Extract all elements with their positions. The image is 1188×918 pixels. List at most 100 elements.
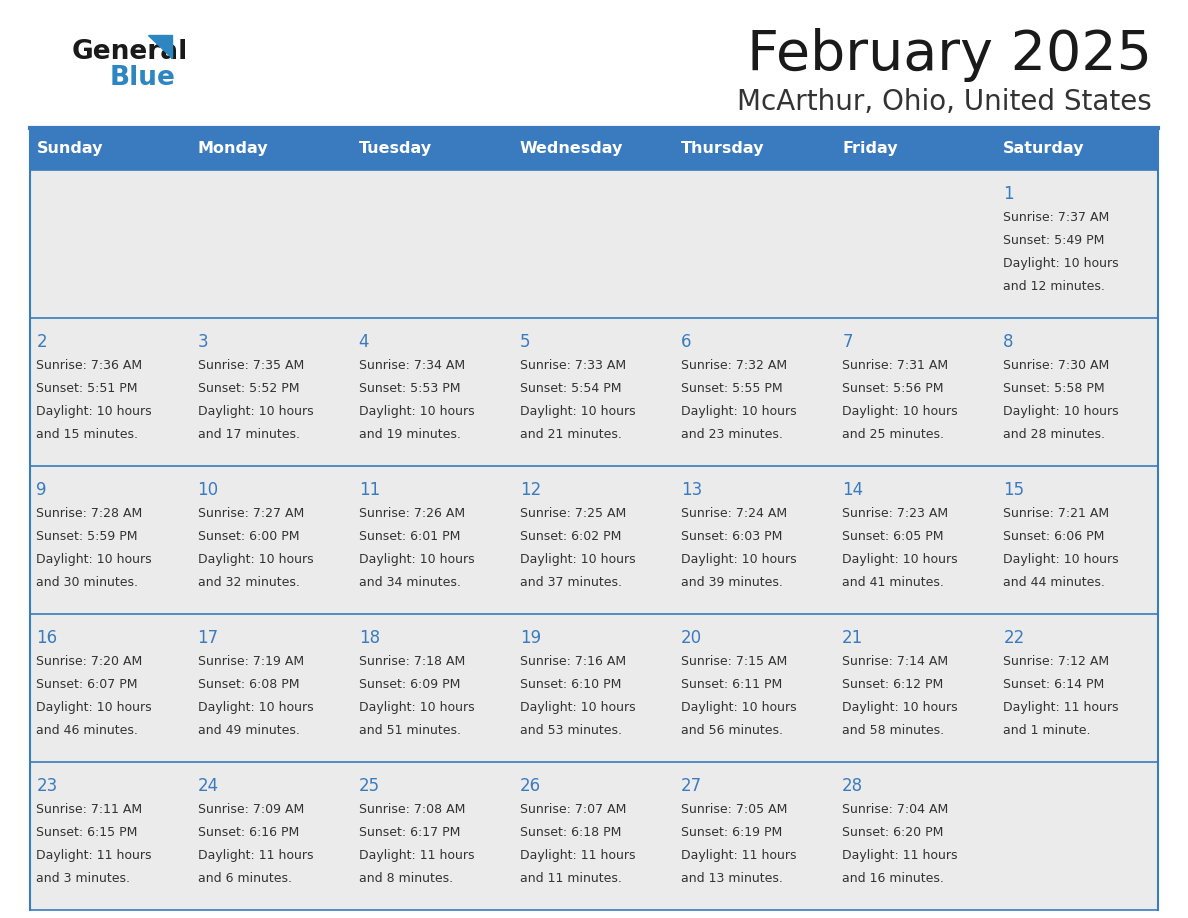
Text: and 49 minutes.: and 49 minutes. bbox=[197, 724, 299, 737]
Text: 21: 21 bbox=[842, 629, 864, 647]
Text: Sunset: 6:03 PM: Sunset: 6:03 PM bbox=[681, 531, 783, 543]
Bar bbox=[997, 762, 1158, 910]
Text: and 13 minutes.: and 13 minutes. bbox=[681, 872, 783, 885]
Text: Sunrise: 7:20 AM: Sunrise: 7:20 AM bbox=[37, 655, 143, 668]
Text: Daylight: 10 hours: Daylight: 10 hours bbox=[197, 554, 314, 566]
Text: McArthur, Ohio, United States: McArthur, Ohio, United States bbox=[738, 88, 1152, 116]
Text: Sunrise: 7:30 AM: Sunrise: 7:30 AM bbox=[1004, 360, 1110, 373]
Text: Sunset: 5:58 PM: Sunset: 5:58 PM bbox=[1004, 383, 1105, 396]
Bar bbox=[191, 318, 353, 466]
Text: Daylight: 11 hours: Daylight: 11 hours bbox=[37, 849, 152, 862]
Text: Daylight: 10 hours: Daylight: 10 hours bbox=[842, 701, 958, 714]
Text: 23: 23 bbox=[37, 777, 58, 795]
Text: and 51 minutes.: and 51 minutes. bbox=[359, 724, 461, 737]
Bar bbox=[675, 762, 835, 910]
Text: 19: 19 bbox=[520, 629, 541, 647]
Text: 17: 17 bbox=[197, 629, 219, 647]
Text: Sunrise: 7:18 AM: Sunrise: 7:18 AM bbox=[359, 655, 465, 668]
Text: Sunrise: 7:16 AM: Sunrise: 7:16 AM bbox=[520, 655, 626, 668]
Text: Sunset: 5:51 PM: Sunset: 5:51 PM bbox=[37, 383, 138, 396]
Text: and 58 minutes.: and 58 minutes. bbox=[842, 724, 944, 737]
Bar bbox=[191, 614, 353, 762]
Text: Sunset: 6:15 PM: Sunset: 6:15 PM bbox=[37, 826, 138, 839]
Text: Daylight: 10 hours: Daylight: 10 hours bbox=[359, 554, 474, 566]
Text: Daylight: 10 hours: Daylight: 10 hours bbox=[681, 406, 797, 419]
Bar bbox=[191, 466, 353, 614]
Bar bbox=[835, 614, 997, 762]
Text: and 21 minutes.: and 21 minutes. bbox=[520, 429, 621, 442]
Text: Daylight: 10 hours: Daylight: 10 hours bbox=[359, 701, 474, 714]
Text: 10: 10 bbox=[197, 481, 219, 498]
Text: 22: 22 bbox=[1004, 629, 1024, 647]
Text: 28: 28 bbox=[842, 777, 864, 795]
Text: 8: 8 bbox=[1004, 333, 1013, 351]
Text: and 8 minutes.: and 8 minutes. bbox=[359, 872, 453, 885]
Bar bbox=[353, 614, 513, 762]
Text: Daylight: 10 hours: Daylight: 10 hours bbox=[520, 406, 636, 419]
Text: and 46 minutes.: and 46 minutes. bbox=[37, 724, 138, 737]
Text: Sunset: 6:02 PM: Sunset: 6:02 PM bbox=[520, 531, 621, 543]
Text: Sunrise: 7:26 AM: Sunrise: 7:26 AM bbox=[359, 508, 465, 521]
Text: Daylight: 11 hours: Daylight: 11 hours bbox=[1004, 701, 1119, 714]
Text: and 39 minutes.: and 39 minutes. bbox=[681, 577, 783, 589]
Text: Sunrise: 7:19 AM: Sunrise: 7:19 AM bbox=[197, 655, 304, 668]
Text: Sunrise: 7:35 AM: Sunrise: 7:35 AM bbox=[197, 360, 304, 373]
Text: Sunrise: 7:33 AM: Sunrise: 7:33 AM bbox=[520, 360, 626, 373]
Text: Daylight: 10 hours: Daylight: 10 hours bbox=[842, 406, 958, 419]
Text: Sunrise: 7:09 AM: Sunrise: 7:09 AM bbox=[197, 803, 304, 816]
Text: Sunset: 6:19 PM: Sunset: 6:19 PM bbox=[681, 826, 782, 839]
Text: Sunrise: 7:07 AM: Sunrise: 7:07 AM bbox=[520, 803, 626, 816]
Text: Sunrise: 7:23 AM: Sunrise: 7:23 AM bbox=[842, 508, 948, 521]
Bar bbox=[513, 762, 675, 910]
Text: Sunrise: 7:21 AM: Sunrise: 7:21 AM bbox=[1004, 508, 1110, 521]
Text: Sunset: 5:59 PM: Sunset: 5:59 PM bbox=[37, 531, 138, 543]
Bar bbox=[675, 614, 835, 762]
Text: Daylight: 10 hours: Daylight: 10 hours bbox=[359, 406, 474, 419]
Text: Sunset: 6:06 PM: Sunset: 6:06 PM bbox=[1004, 531, 1105, 543]
Text: Daylight: 11 hours: Daylight: 11 hours bbox=[520, 849, 636, 862]
Text: Sunrise: 7:36 AM: Sunrise: 7:36 AM bbox=[37, 360, 143, 373]
Text: Friday: Friday bbox=[842, 141, 898, 156]
Text: Sunset: 6:18 PM: Sunset: 6:18 PM bbox=[520, 826, 621, 839]
Text: and 44 minutes.: and 44 minutes. bbox=[1004, 577, 1105, 589]
Text: Daylight: 10 hours: Daylight: 10 hours bbox=[842, 554, 958, 566]
Text: Daylight: 10 hours: Daylight: 10 hours bbox=[1004, 554, 1119, 566]
Text: Monday: Monday bbox=[197, 141, 268, 156]
Text: Sunrise: 7:24 AM: Sunrise: 7:24 AM bbox=[681, 508, 788, 521]
Bar bbox=[353, 170, 513, 318]
Text: Sunset: 6:14 PM: Sunset: 6:14 PM bbox=[1004, 678, 1105, 691]
Text: 12: 12 bbox=[520, 481, 541, 498]
Bar bbox=[353, 466, 513, 614]
Text: Daylight: 10 hours: Daylight: 10 hours bbox=[681, 701, 797, 714]
Bar bbox=[675, 318, 835, 466]
Polygon shape bbox=[148, 35, 172, 58]
Text: Sunset: 6:09 PM: Sunset: 6:09 PM bbox=[359, 678, 460, 691]
Text: General: General bbox=[72, 39, 188, 65]
Text: Sunrise: 7:27 AM: Sunrise: 7:27 AM bbox=[197, 508, 304, 521]
Text: Daylight: 10 hours: Daylight: 10 hours bbox=[197, 701, 314, 714]
Text: 1: 1 bbox=[1004, 185, 1013, 203]
Text: 16: 16 bbox=[37, 629, 57, 647]
Text: Sunrise: 7:05 AM: Sunrise: 7:05 AM bbox=[681, 803, 788, 816]
Bar bbox=[353, 318, 513, 466]
Text: Sunrise: 7:32 AM: Sunrise: 7:32 AM bbox=[681, 360, 788, 373]
Text: and 56 minutes.: and 56 minutes. bbox=[681, 724, 783, 737]
Text: Sunset: 6:08 PM: Sunset: 6:08 PM bbox=[197, 678, 299, 691]
Text: 27: 27 bbox=[681, 777, 702, 795]
Text: Daylight: 10 hours: Daylight: 10 hours bbox=[1004, 406, 1119, 419]
Text: and 19 minutes.: and 19 minutes. bbox=[359, 429, 461, 442]
Text: Daylight: 11 hours: Daylight: 11 hours bbox=[197, 849, 314, 862]
Text: Daylight: 10 hours: Daylight: 10 hours bbox=[37, 701, 152, 714]
Text: 6: 6 bbox=[681, 333, 691, 351]
Bar bbox=[30, 128, 1158, 170]
Text: Sunset: 5:52 PM: Sunset: 5:52 PM bbox=[197, 383, 299, 396]
Bar bbox=[513, 318, 675, 466]
Text: Sunrise: 7:12 AM: Sunrise: 7:12 AM bbox=[1004, 655, 1110, 668]
Text: Sunrise: 7:34 AM: Sunrise: 7:34 AM bbox=[359, 360, 465, 373]
Text: 13: 13 bbox=[681, 481, 702, 498]
Text: Wednesday: Wednesday bbox=[520, 141, 624, 156]
Text: Thursday: Thursday bbox=[681, 141, 765, 156]
Bar bbox=[30, 614, 191, 762]
Text: and 23 minutes.: and 23 minutes. bbox=[681, 429, 783, 442]
Text: and 53 minutes.: and 53 minutes. bbox=[520, 724, 621, 737]
